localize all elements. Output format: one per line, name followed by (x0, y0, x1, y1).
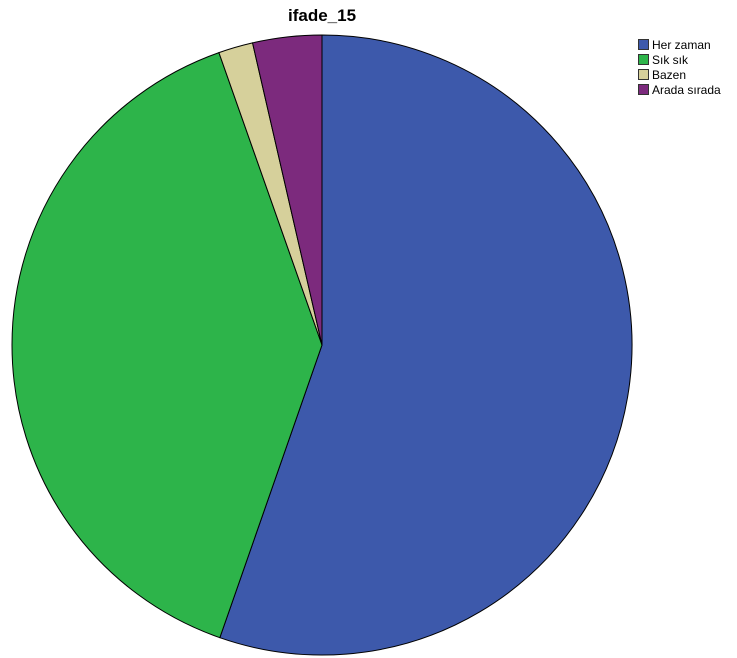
pie-slice-3 (251, 34, 323, 346)
legend-label: Bazen (652, 67, 687, 82)
legend-label: Sık sık (652, 52, 689, 67)
legend-swatch (638, 39, 649, 50)
legend-swatch (638, 69, 649, 80)
legend-swatch (638, 54, 649, 65)
legend-item: Arada sırada (638, 82, 721, 97)
legend-item: Bazen (638, 67, 721, 82)
legend: Her zaman Sık sık Bazen Arada sırada (638, 37, 721, 97)
legend-swatch (638, 84, 649, 95)
legend-item: Her zaman (638, 37, 721, 52)
pie-slice-1 (11, 51, 323, 639)
legend-label: Her zaman (652, 37, 711, 52)
chart-title: ifade_15 (287, 6, 357, 25)
pie-slice-0 (219, 34, 633, 656)
legend-label: Arada sırada (652, 82, 721, 97)
legend-item: Sık sık (638, 52, 721, 67)
